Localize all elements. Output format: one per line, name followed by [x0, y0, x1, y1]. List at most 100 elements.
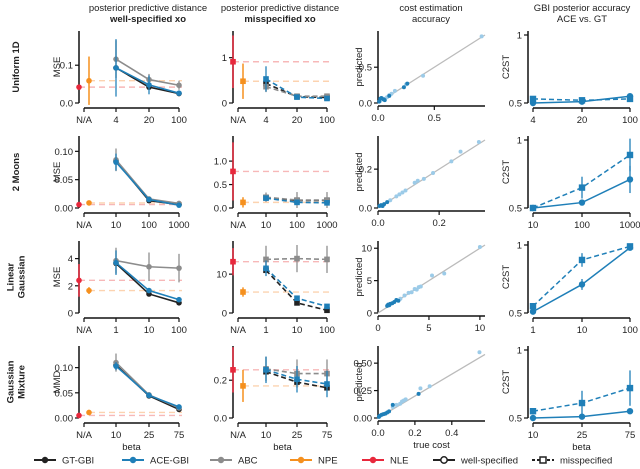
y-tick-label: 10 — [216, 270, 227, 281]
legend-marker — [369, 456, 377, 464]
scatter-point-light — [442, 271, 447, 276]
legend-label: misspecified — [560, 456, 612, 467]
x-tick-label: 1 — [263, 325, 268, 336]
scatter-point-light — [412, 180, 417, 185]
y-tick-label: 0.0 — [214, 414, 227, 425]
legend-item: GT-GBI — [34, 456, 94, 467]
point-misspecified — [626, 151, 634, 159]
scatter-point-light — [409, 290, 414, 295]
point-misspecified — [529, 408, 537, 415]
column-title-line1: cost estimation — [399, 3, 462, 14]
scatter-point-dark — [387, 93, 392, 98]
column-title-line2: well-specified xo — [109, 14, 186, 25]
x-tick-label: 20 — [292, 115, 303, 126]
row-label-text: Mixture — [17, 365, 28, 399]
y-tick-label: 1 — [222, 53, 227, 64]
x-tick-label: 25 — [577, 430, 588, 441]
legend-label: NPE — [318, 456, 338, 467]
y-tick-label: 0.5 — [509, 414, 522, 425]
scatter-point-light — [418, 386, 423, 391]
x-tick-label: 4 — [113, 115, 118, 126]
x-tick-label: 1 — [530, 325, 535, 336]
row-label-text: Gaussian — [17, 255, 28, 298]
legend-item: misspecified — [532, 456, 612, 467]
series-line-abc — [115, 362, 180, 409]
point-npe — [86, 200, 92, 206]
legend-item: ACE-GBI — [122, 456, 189, 467]
x-tick-label: 0.5 — [428, 113, 441, 124]
y-tick-label: 0.05 — [55, 388, 74, 399]
scatter-point-light — [403, 397, 408, 402]
column-title-line1: posterior predictive distance — [221, 3, 339, 14]
subplot-twomoons-well: 0.00 0.05 0.10 MSE N/A 10 100 1000 — [52, 136, 190, 231]
y-tick-label: 0.5 — [359, 63, 372, 74]
row-label-text: Linear — [6, 262, 17, 291]
y-tick-label: 1 — [517, 241, 522, 252]
y-tick-label: 2 — [68, 281, 73, 292]
y-axis-label: C2ST — [501, 160, 512, 184]
x-tick-label: 10 — [144, 325, 155, 336]
point-npe — [240, 199, 246, 206]
legend-marker — [539, 456, 547, 464]
series-line-misspecified — [532, 154, 631, 209]
row-label: Gaussian Mixture — [6, 360, 28, 403]
y-axis-label: C2ST — [501, 265, 512, 289]
scatter-point-light — [415, 178, 420, 183]
y-tick-label: 0.5 — [214, 180, 227, 191]
point-well-specified — [578, 199, 586, 206]
row-label-text: 2 Moons — [11, 153, 22, 192]
point-misspecified — [578, 399, 586, 407]
x-tick-label: 1000 — [619, 220, 640, 231]
point-ace-gbi — [294, 94, 300, 100]
point-misspecified — [529, 95, 537, 103]
point-well-specified — [626, 408, 634, 415]
x-tick-label: 10 — [111, 220, 122, 231]
x-tick-label: 100 — [574, 220, 590, 231]
point-abc — [176, 82, 182, 89]
y-tick-label: 1 — [517, 31, 522, 42]
y-tick-label: 0.10 — [55, 363, 74, 374]
x-tick-label: 20 — [144, 115, 155, 126]
point-well-specified — [626, 176, 634, 183]
x-tick-label: 100 — [289, 220, 305, 231]
point-ace-gbi — [263, 76, 269, 82]
point-ace-gbi — [263, 265, 269, 272]
x-tick-label: 100 — [171, 115, 187, 126]
point-ace-gbi — [176, 404, 182, 410]
point-ace-gbi — [324, 303, 330, 310]
scatter-point-dark — [390, 402, 395, 407]
x-tick-label: N/A — [230, 220, 247, 231]
point-ace-gbi — [263, 367, 269, 373]
y-axis-label: MSE — [52, 162, 63, 183]
point-well-specified — [578, 281, 586, 288]
x-tick-label: 4 — [263, 115, 268, 126]
x-tick-label: 100 — [141, 220, 157, 231]
series-line-ace-gbi — [265, 197, 328, 204]
legend-label: NLE — [390, 456, 408, 467]
x-tick-label: N/A — [230, 115, 247, 126]
point-nle — [76, 201, 82, 208]
point-npe — [240, 383, 246, 389]
x-tick-label: N/A — [76, 220, 93, 231]
x-tick-label: 10 — [261, 220, 272, 231]
y-tick-label: 0.0 — [214, 204, 227, 215]
legend-item: well-specified — [433, 456, 518, 467]
x-tick-label: 0 — [375, 323, 380, 334]
point-npe — [86, 409, 92, 416]
y-axis-label: MSE — [52, 57, 63, 78]
point-ace-gbi — [113, 363, 119, 369]
x-tick-label: 0.0 — [371, 428, 384, 439]
point-misspecified — [626, 384, 634, 392]
x-tick-label: 100 — [319, 325, 335, 336]
point-misspecified — [578, 184, 586, 191]
subplot-lingauss-well: 0 2 4 MSE N/A 1 10 100 — [52, 241, 187, 336]
point-abc — [324, 197, 330, 203]
subplot-lingauss-c2st: 0.5 1 C2ST 1 10 100 — [501, 241, 638, 337]
column-title-line1: posterior predictive distance — [89, 3, 207, 14]
scatter-point-light — [406, 290, 411, 295]
legend-item: ABC — [210, 456, 258, 467]
y-tick-label: 1 — [517, 346, 522, 357]
